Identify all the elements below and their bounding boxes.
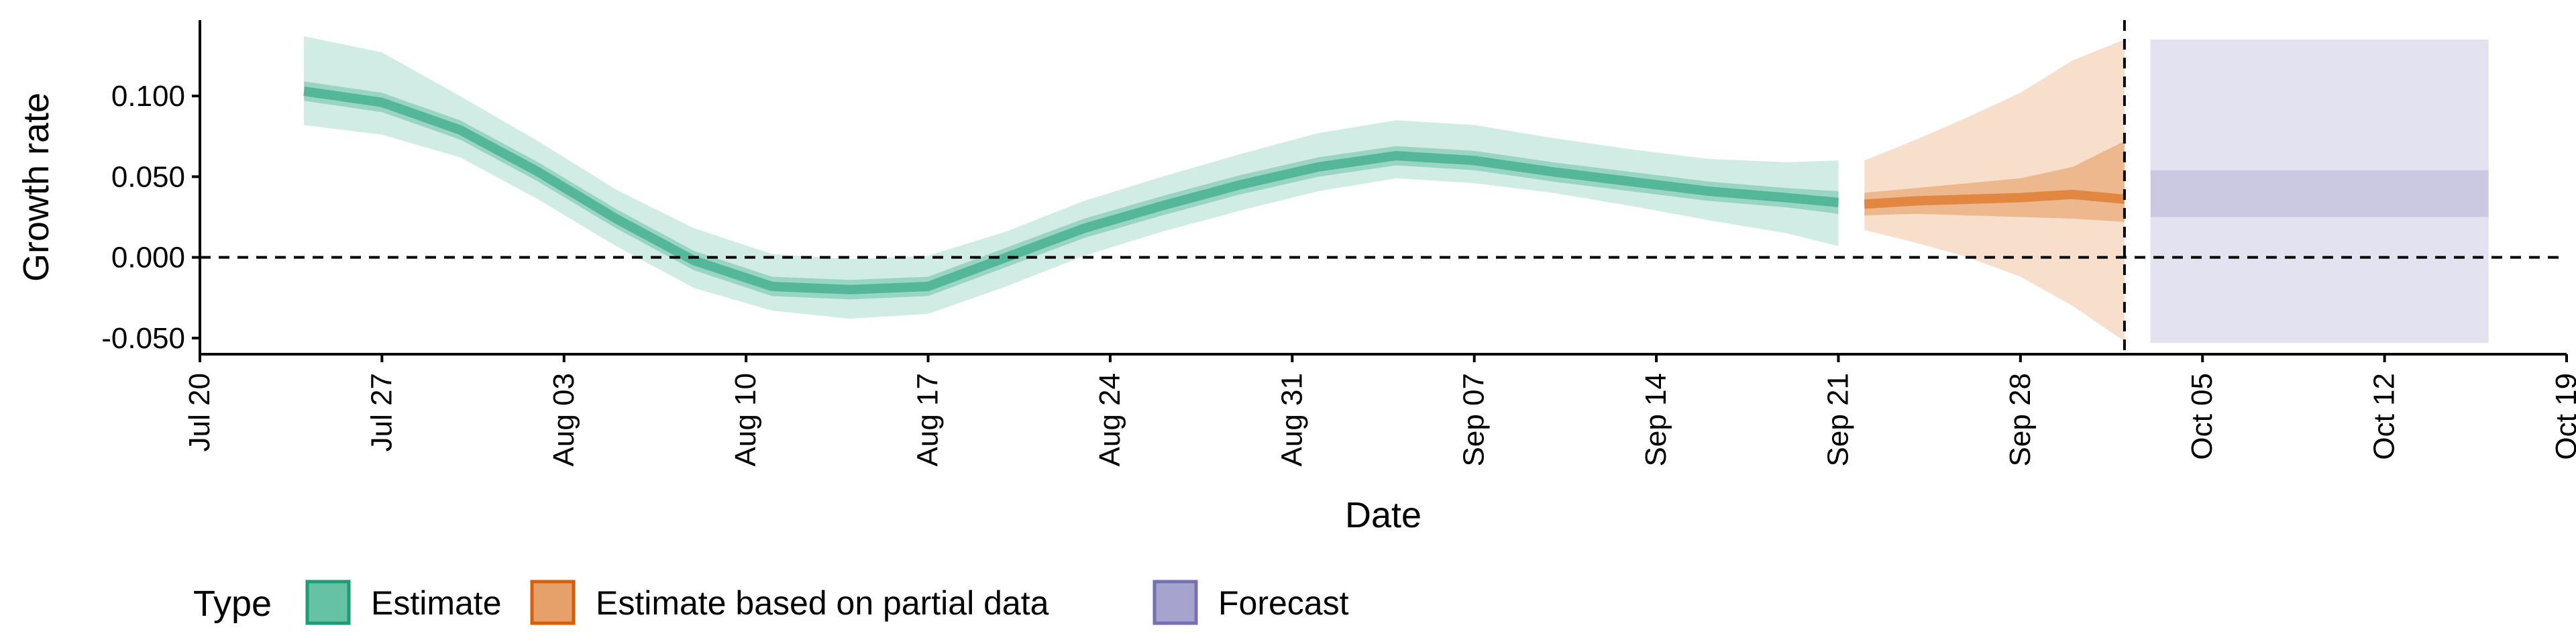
legend-swatch <box>305 580 351 625</box>
reference-lines-layer <box>200 20 2567 354</box>
x-tick-label: Sep 21 <box>1821 373 1854 466</box>
partial-band-90 <box>1864 39 2125 341</box>
forecast-band-90 <box>2150 39 2489 343</box>
x-tick-label: Aug 03 <box>547 373 580 466</box>
x-tick-label: Oct 19 <box>2550 373 2576 460</box>
estimate-median-line <box>303 86 1839 294</box>
x-tick-label: Oct 12 <box>2368 373 2401 460</box>
legend-title: Type <box>193 584 272 624</box>
x-axis-label: Date <box>1345 495 1421 535</box>
forecast-band-50 <box>2150 170 2489 217</box>
x-tick-label: Aug 10 <box>729 373 762 466</box>
legend-label: Forecast <box>1218 584 1349 622</box>
x-tick-label: Jul 20 <box>183 373 216 451</box>
partial-median-line <box>1864 189 2125 209</box>
x-tick-label: Sep 07 <box>1458 373 1491 466</box>
y-tick-label: -0.050 <box>101 322 185 355</box>
legend: Type Estimate Estimate based on partial d… <box>193 580 1349 625</box>
x-tick-label: Oct 05 <box>2186 373 2218 460</box>
x-tick-label: Aug 17 <box>912 373 945 466</box>
x-tick-label: Jul 27 <box>365 373 398 451</box>
legend-swatch <box>530 580 576 625</box>
y-axis-label: Growth rate <box>16 93 56 282</box>
legend-label: Estimate <box>371 584 502 622</box>
legend-label: Estimate based on partial data <box>596 584 1049 622</box>
estimate-band-90 <box>304 36 1839 319</box>
median-lines-layer <box>303 86 2125 294</box>
x-tick-label: Sep 14 <box>1640 373 1672 466</box>
axes-layer: -0.050 0.000 0.050 0.100 Jul 20 Jul 27 Aug 03 A… <box>101 20 2576 466</box>
x-tick-label: Aug 31 <box>1275 373 1308 466</box>
x-tick-label: Sep 28 <box>2004 373 2037 466</box>
bands-layer <box>304 36 2489 343</box>
forecast-band-inner <box>2151 170 2489 205</box>
y-tick-label: 0.050 <box>111 160 185 193</box>
y-tick-label: 0.100 <box>111 80 185 113</box>
x-tick-label: Aug 24 <box>1093 373 1126 466</box>
legend-swatch <box>1152 580 1198 625</box>
y-tick-label: 0.000 <box>111 241 185 274</box>
